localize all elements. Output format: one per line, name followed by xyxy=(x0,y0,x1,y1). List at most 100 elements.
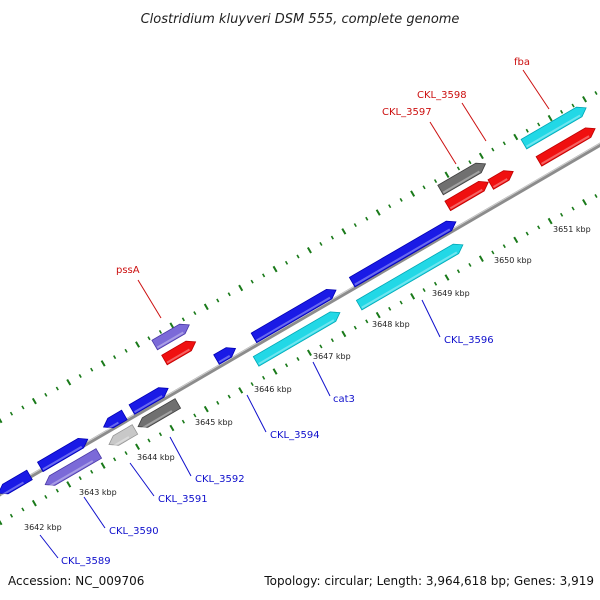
outer-tick-mark xyxy=(66,379,72,386)
outer-tick-mark xyxy=(319,241,323,246)
gene-ckl3591-bevel xyxy=(111,436,130,448)
outer-tick-mark xyxy=(502,141,506,146)
outer-tick-mark xyxy=(365,216,369,221)
inner-tick-mark xyxy=(250,382,254,387)
gene-ckl3594 xyxy=(250,288,337,344)
inner-tick-mark xyxy=(100,462,106,469)
label-leader-line xyxy=(429,121,457,165)
outer-tick-mark xyxy=(547,114,553,122)
gene-label: fba xyxy=(514,57,530,68)
inner-tick-mark xyxy=(158,432,163,437)
inner-tick-mark xyxy=(262,375,266,380)
outer-tick-mark xyxy=(31,397,37,405)
label-leader-line xyxy=(83,496,106,529)
outer-tick-mark xyxy=(181,317,185,322)
outer-tick-mark xyxy=(525,128,529,133)
label-leader-line xyxy=(169,436,192,477)
gene-ckl3596-bevel xyxy=(361,251,458,309)
outer-tick-mark xyxy=(296,254,300,259)
backbone-line xyxy=(0,142,600,497)
label-leader-line xyxy=(39,534,59,559)
outer-tick-mark xyxy=(422,185,426,190)
gene-ckl3597-bevel xyxy=(449,188,483,210)
gene-ckl3591 xyxy=(108,424,139,446)
gene-ckl3590-upper-bevel xyxy=(42,445,83,471)
outer-tick-mark xyxy=(216,298,220,303)
gene-pssa-bevel xyxy=(166,348,190,364)
inner-tick-mark xyxy=(560,212,564,217)
gene-labels: CKL_3589 CKL_3590 CKL_3591 CKL_3592 CKL_3594… xyxy=(39,57,550,567)
outer-tick-mark xyxy=(147,336,151,341)
inner-tick-mark xyxy=(594,194,598,198)
label-leader-line xyxy=(522,69,550,110)
inner-tick-mark xyxy=(238,387,244,394)
gene-ckl3589-bevel xyxy=(0,481,24,497)
map-title: Clostridium kluyveri DSM 555, complete g… xyxy=(141,12,460,27)
tick-label: 3651 kbp xyxy=(553,225,591,234)
outer-tick-mark xyxy=(193,311,197,316)
outer-tick-mark xyxy=(203,303,209,311)
inner-tick-mark xyxy=(525,231,529,236)
gene-ckl3597-outer xyxy=(437,162,487,196)
label-leader-line xyxy=(137,279,162,319)
outer-tick-mark xyxy=(537,122,541,127)
inner-tick-mark xyxy=(502,244,506,249)
label-leader-line xyxy=(312,361,331,397)
tick-label: 3644 kbp xyxy=(137,453,175,462)
outer-tick-mark xyxy=(582,96,588,103)
backbone xyxy=(0,142,600,497)
outer-tick-mark xyxy=(513,133,519,141)
gene-upper-small xyxy=(102,409,128,429)
gene-fba-outer xyxy=(520,106,587,150)
inner-tick-mark xyxy=(478,255,484,262)
inner-tick-mark xyxy=(193,413,197,418)
gene-cat3 xyxy=(252,311,341,367)
inner-tick-mark xyxy=(113,457,117,462)
inner-tick-mark xyxy=(227,394,231,399)
inner-tick-mark xyxy=(181,419,185,424)
inner-tick-mark xyxy=(272,368,278,375)
outer-tick-mark xyxy=(169,322,175,329)
outer-tick-mark xyxy=(330,235,334,240)
gene-ckl3596 xyxy=(355,243,464,311)
gene-features xyxy=(0,106,596,497)
gene-ckl3590-bevel xyxy=(47,460,94,488)
gene-label: CKL_3598 xyxy=(417,90,467,101)
accession-text: Accession: NC_009706 xyxy=(8,574,144,588)
gene-ckl3596-upper-bevel xyxy=(354,228,451,286)
outer-tick-mark xyxy=(306,246,312,254)
gene-cat3-bevel xyxy=(258,319,335,365)
inner-tick-mark xyxy=(0,520,3,526)
gene-ckl3592-upper-bevel xyxy=(134,395,163,413)
inner-tick-mark xyxy=(66,481,72,488)
gene-ckl3597-outer-bevel xyxy=(442,170,480,194)
outer-tick-mark xyxy=(238,284,244,292)
tick-label: 3643 kbp xyxy=(79,488,117,497)
gene-upper-small-bevel xyxy=(105,421,119,431)
label-leader-line xyxy=(421,299,441,338)
gene-ckl3589 xyxy=(0,469,33,495)
gene-pssa-outer-bevel xyxy=(156,331,184,349)
gene-fba-bevel xyxy=(541,135,590,165)
gene-label: CKL_3591 xyxy=(158,494,208,505)
inner-tick-mark xyxy=(388,306,392,311)
outer-tick-mark xyxy=(21,405,25,410)
gene-label: CKL_3597 xyxy=(382,107,432,118)
gene-label: CKL_3594 xyxy=(270,430,320,441)
inner-tick-mark xyxy=(582,199,588,206)
outer-tick-mark xyxy=(90,367,94,372)
gene-fba xyxy=(535,127,596,167)
inner-tick-mark xyxy=(513,236,519,244)
outer-tick-mark xyxy=(44,392,48,397)
inner-tick-mark xyxy=(284,363,289,368)
outer-tick-mark xyxy=(410,190,416,197)
inner-tick-mark xyxy=(216,400,220,405)
outer-tick-mark xyxy=(227,292,231,297)
tick-label: 3642 kbp xyxy=(24,523,62,532)
inner-tick-track xyxy=(0,194,598,526)
inner-tick-mark xyxy=(537,225,541,230)
label-leader-line xyxy=(246,394,267,433)
inner-tick-mark xyxy=(330,338,334,343)
gene-label: CKL_3596 xyxy=(444,335,494,346)
